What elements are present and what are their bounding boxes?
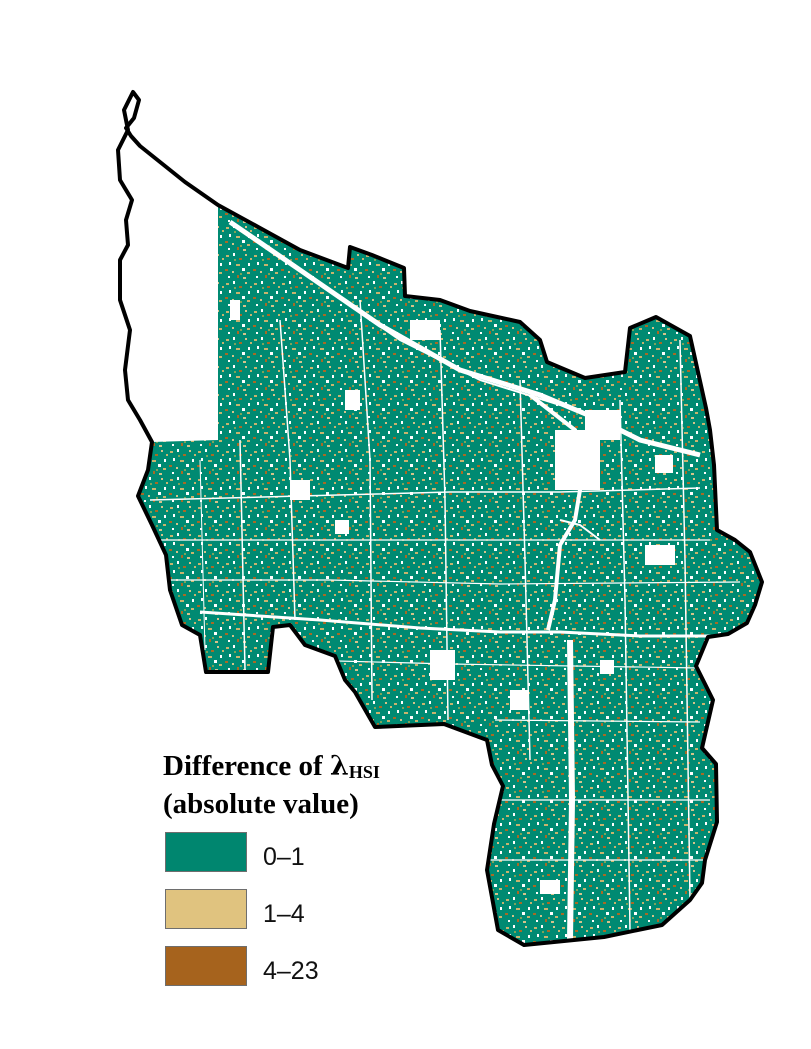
legend-label-0-1: 0–1 <box>263 843 305 871</box>
hsi-raster <box>138 206 762 945</box>
legend-label-4-23: 4–23 <box>263 957 319 985</box>
legend-title-subscript: HSI <box>348 762 380 782</box>
legend-title-symbol: λ <box>329 751 349 782</box>
legend-title: Difference of λHSI <box>163 750 380 782</box>
legend-swatch-1-4 <box>165 889 247 929</box>
legend-title-prefix: Difference of <box>163 750 330 782</box>
legend-title-line2: (absolute value) <box>163 788 359 820</box>
legend-label-1-4: 1–4 <box>263 900 305 928</box>
legend-swatch-4-23 <box>165 946 247 986</box>
road-network <box>149 219 741 941</box>
non-habitat-patches <box>230 300 675 894</box>
study-area-boundary <box>116 90 764 947</box>
legend-swatch-0-1 <box>165 832 247 872</box>
